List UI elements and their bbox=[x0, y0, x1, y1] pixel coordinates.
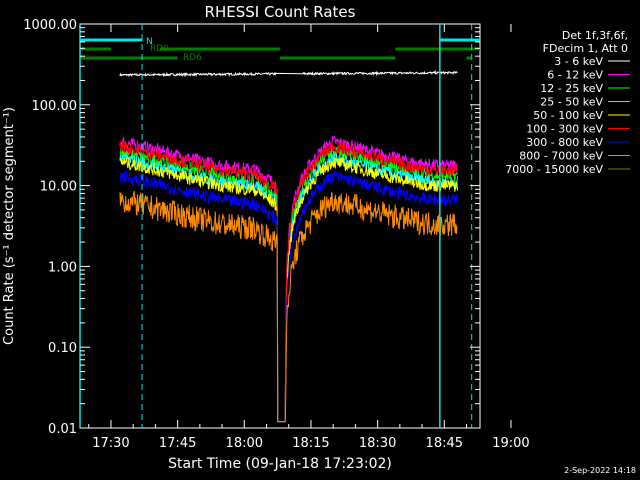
x-tick-label: 18:30 bbox=[359, 436, 396, 451]
y-axis-label: Count Rate (s⁻¹ detector segment⁻¹) bbox=[2, 107, 17, 345]
series-line bbox=[119, 157, 458, 423]
y-tick-label: 1000.00 bbox=[23, 18, 77, 33]
x-tick-label: 17:45 bbox=[159, 436, 196, 451]
legend-header: FDecim 1, Att 0 bbox=[543, 42, 628, 55]
series-line bbox=[119, 190, 458, 423]
flag-label-rd0_label: RD0 bbox=[150, 44, 169, 54]
y-tick-label: 0.10 bbox=[48, 341, 77, 356]
series-lines bbox=[119, 70, 458, 423]
x-tick-label: 18:15 bbox=[292, 436, 329, 451]
legend-label: 12 - 25 keV bbox=[540, 82, 603, 95]
legend-label: 7000 - 15000 keV bbox=[505, 163, 603, 176]
flag-label-rd6_label: RD6 bbox=[183, 53, 202, 63]
legend-label: 300 - 800 keV bbox=[526, 136, 603, 149]
series-line bbox=[119, 169, 458, 423]
x-axis-label: Start Time (09-Jan-18 17:23:02) bbox=[168, 456, 392, 472]
timestamp: 2-Sep-2022 14:18 bbox=[564, 466, 636, 475]
series-line bbox=[119, 146, 458, 423]
flag-label-night_label: N bbox=[146, 37, 153, 47]
x-tick-label: 18:00 bbox=[226, 436, 263, 451]
y-tick-label: 100.00 bbox=[32, 99, 78, 114]
legend-label: 3 - 6 keV bbox=[554, 55, 603, 68]
legend-label: 25 - 50 keV bbox=[540, 96, 603, 109]
legend-label: 50 - 100 keV bbox=[533, 109, 603, 122]
legend-label: 100 - 300 keV bbox=[526, 123, 603, 136]
x-tick-label: 17:30 bbox=[92, 436, 129, 451]
x-tick-label: 18:45 bbox=[426, 436, 463, 451]
chart-title: RHESSI Count Rates bbox=[205, 3, 356, 21]
legend-label: 6 - 12 keV bbox=[547, 69, 603, 82]
series-line bbox=[119, 70, 458, 78]
legend-label: 800 - 7000 keV bbox=[519, 150, 603, 163]
y-tick-label: 1.00 bbox=[48, 260, 77, 275]
x-tick-label: 19:00 bbox=[492, 436, 529, 451]
y-tick-label: 0.01 bbox=[48, 422, 77, 437]
y-tick-label: 10.00 bbox=[40, 180, 77, 195]
vertical-markers bbox=[79, 24, 473, 428]
legend-header: Det 1f,3f,6f, bbox=[562, 29, 628, 42]
series-line bbox=[119, 141, 458, 423]
axes: 17:30 17:45 18:00 18:15 18:30 18:45 19:00 1000.… bbox=[23, 18, 529, 451]
